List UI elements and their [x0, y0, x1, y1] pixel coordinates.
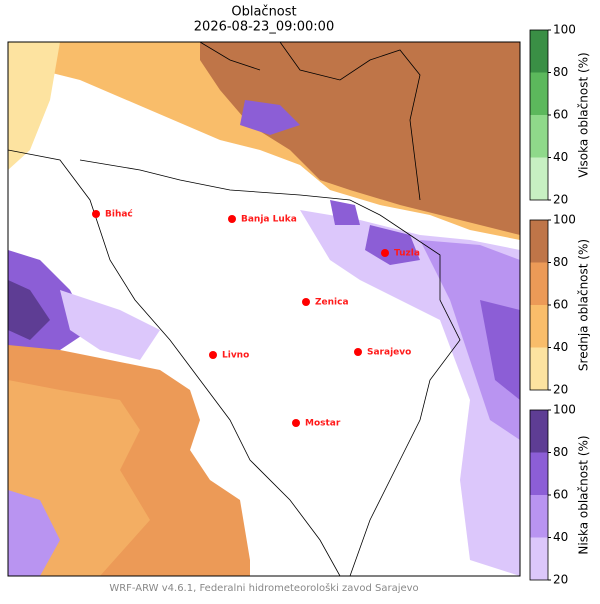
city-marker	[209, 351, 217, 359]
colorbar-band	[530, 30, 548, 73]
colorbar-band	[530, 72, 548, 115]
colorbar-tick-label: 60	[553, 488, 568, 502]
city-label: Sarajevo	[367, 348, 411, 358]
colorbar-tick-label: 20	[553, 383, 568, 397]
colorbar-tick-label: 100	[553, 23, 576, 37]
city-label: Zenica	[315, 298, 349, 308]
map-frame	[7, 41, 521, 577]
colorbar-label: Niska oblačnost (%)	[577, 435, 591, 554]
colorbar-tick-label: 100	[553, 213, 576, 227]
city-label: Bihać	[105, 209, 133, 220]
colorbar-band	[530, 220, 548, 263]
colorbar-band	[530, 495, 548, 538]
colorbar-tick-label: 100	[553, 403, 576, 417]
city-label: Banja Luka	[241, 215, 297, 225]
title: Oblačnost	[231, 5, 296, 20]
colorbar-tick-label: 80	[553, 65, 568, 79]
city-marker	[381, 249, 389, 257]
colorbar-band	[530, 537, 548, 580]
colorbar-tick-label: 40	[553, 150, 568, 164]
city-label: Tuzla	[394, 249, 420, 259]
colorbar-tick-label: 80	[553, 445, 568, 459]
colorbar-tick-label: 40	[553, 530, 568, 544]
colorbar-label: Srednja oblačnost (%)	[577, 239, 591, 371]
colorbar-band	[530, 410, 548, 453]
city-marker	[228, 215, 236, 223]
colorbar-tick-label: 20	[553, 573, 568, 587]
city-label: Livno	[222, 351, 249, 361]
subtitle: 2026-08-23_09:00:00	[194, 20, 334, 35]
city-marker	[302, 298, 310, 306]
colorbar-band	[530, 262, 548, 305]
city-marker	[292, 419, 300, 427]
city-marker	[354, 348, 362, 356]
colorbar-tick-label: 80	[553, 255, 568, 269]
colorbar-band	[530, 347, 548, 390]
city-marker	[92, 210, 100, 218]
colorbar-band	[530, 115, 548, 158]
city-label: Mostar	[305, 419, 341, 429]
colorbar-band	[530, 305, 548, 348]
colorbar-tick-label: 60	[553, 298, 568, 312]
colorbar-band	[530, 157, 548, 200]
colorbar-tick-label: 60	[553, 108, 568, 122]
colorbar-tick-label: 20	[553, 193, 568, 207]
map	[8, 42, 520, 576]
colorbar-band	[530, 452, 548, 495]
footer: WRF-ARW v4.6.1, Federalni hidrometeorolo…	[109, 582, 418, 594]
colorbar-label: Visoka oblačnost (%)	[577, 52, 591, 178]
colorbar-tick-label: 40	[553, 340, 568, 354]
